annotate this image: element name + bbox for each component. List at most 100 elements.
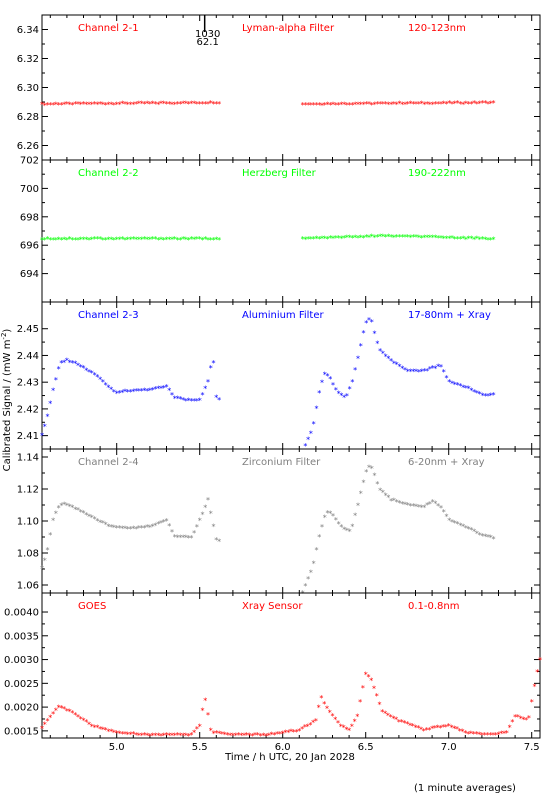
data-point: * xyxy=(431,364,435,373)
data-point: * xyxy=(184,235,188,244)
data-point: * xyxy=(134,525,138,534)
data-point: * xyxy=(253,731,257,740)
data-point: * xyxy=(225,731,229,740)
data-point: * xyxy=(189,731,193,740)
data-point: * xyxy=(165,235,169,244)
data-point: * xyxy=(422,504,426,513)
data-point: * xyxy=(206,711,210,720)
data-point: * xyxy=(184,534,188,543)
data-point: * xyxy=(392,233,396,242)
data-point: * xyxy=(40,724,44,733)
data-point: * xyxy=(173,100,177,109)
data-point: * xyxy=(397,363,401,372)
data-point: * xyxy=(306,575,310,584)
data-point: * xyxy=(303,582,307,591)
data-point: * xyxy=(392,359,396,368)
data-point: * xyxy=(73,360,77,369)
data-point: * xyxy=(347,727,351,736)
data-point: * xyxy=(483,532,487,541)
data-point: * xyxy=(364,319,368,328)
data-point: * xyxy=(406,368,410,377)
data-point: * xyxy=(441,723,445,732)
data-point: * xyxy=(283,729,287,738)
data-point: * xyxy=(165,383,169,392)
data-point: * xyxy=(176,394,180,403)
y-tick-label: 0.0025 xyxy=(4,679,39,690)
data-point: * xyxy=(176,533,180,542)
data-point: * xyxy=(331,234,335,243)
panel-header-label: Channel 2-4 xyxy=(78,457,139,468)
data-point: * xyxy=(312,420,316,429)
data-point: * xyxy=(187,236,191,245)
data-point: * xyxy=(317,101,321,110)
data-point: * xyxy=(187,534,191,543)
data-point: * xyxy=(417,503,421,512)
data-point: * xyxy=(62,235,66,244)
data-point: * xyxy=(480,532,484,541)
data-point: * xyxy=(203,100,207,109)
data-point: * xyxy=(70,101,74,110)
footnote: (1 minute averages) xyxy=(414,783,516,794)
data-point: * xyxy=(217,236,221,245)
data-point: * xyxy=(93,371,97,380)
data-point: * xyxy=(300,725,304,734)
data-point: * xyxy=(414,233,418,242)
data-point: * xyxy=(358,698,362,707)
y-tick-label: 6.28 xyxy=(17,112,39,123)
data-point: * xyxy=(239,732,243,741)
data-point: * xyxy=(400,233,404,242)
data-point: * xyxy=(117,100,121,109)
data-point: * xyxy=(433,724,437,733)
data-point: * xyxy=(198,100,202,109)
data-point: * xyxy=(156,236,160,245)
panel-frame xyxy=(41,592,541,739)
data-point: * xyxy=(167,522,171,531)
data-point: * xyxy=(303,442,307,451)
data-point: * xyxy=(361,684,365,693)
data-point: * xyxy=(408,722,412,731)
data-point: * xyxy=(104,521,108,530)
data-point: * xyxy=(312,560,316,569)
data-point: * xyxy=(458,727,462,736)
data-point: * xyxy=(384,233,388,242)
data-point: * xyxy=(403,500,407,509)
data-point: * xyxy=(184,732,188,741)
data-point: * xyxy=(400,500,404,509)
data-point: * xyxy=(76,236,80,245)
data-point: * xyxy=(309,101,313,110)
data-point: * xyxy=(206,378,210,387)
data-point: * xyxy=(386,494,390,503)
y-axis-title-end: ) xyxy=(2,329,13,333)
data-point: * xyxy=(184,100,188,109)
data-point: * xyxy=(292,728,296,737)
data-point: * xyxy=(419,725,423,734)
data-point: * xyxy=(422,233,426,242)
data-point: * xyxy=(79,715,83,724)
data-point: * xyxy=(492,99,496,108)
data-point: * xyxy=(153,100,157,109)
data-point: * xyxy=(450,518,454,527)
data-point: * xyxy=(214,536,218,545)
data-point: * xyxy=(508,723,512,732)
data-point: * xyxy=(428,365,432,374)
data-point: * xyxy=(129,235,133,244)
data-point: * xyxy=(337,234,341,243)
data-point: * xyxy=(311,718,315,727)
x-tick-label: 5.5 xyxy=(192,742,208,753)
data-point: * xyxy=(192,397,196,406)
data-point: * xyxy=(48,531,52,540)
x-tick-label: 5.0 xyxy=(109,742,125,753)
data-point: * xyxy=(43,101,47,110)
data-point: * xyxy=(447,99,451,108)
data-point: * xyxy=(170,732,174,741)
data-point: * xyxy=(187,397,191,406)
data-point: * xyxy=(87,368,91,377)
data-point: * xyxy=(76,713,80,722)
data-point: * xyxy=(373,472,377,481)
data-point: * xyxy=(494,731,498,740)
panels: 6.26 6.28 6.30 6.32 6.34 Channel 2-1 Lyman-alp… xyxy=(4,14,542,753)
x-tick-label: 6.5 xyxy=(358,742,374,753)
data-point: * xyxy=(309,235,313,244)
data-point: * xyxy=(350,101,354,110)
data-point: * xyxy=(173,731,177,740)
